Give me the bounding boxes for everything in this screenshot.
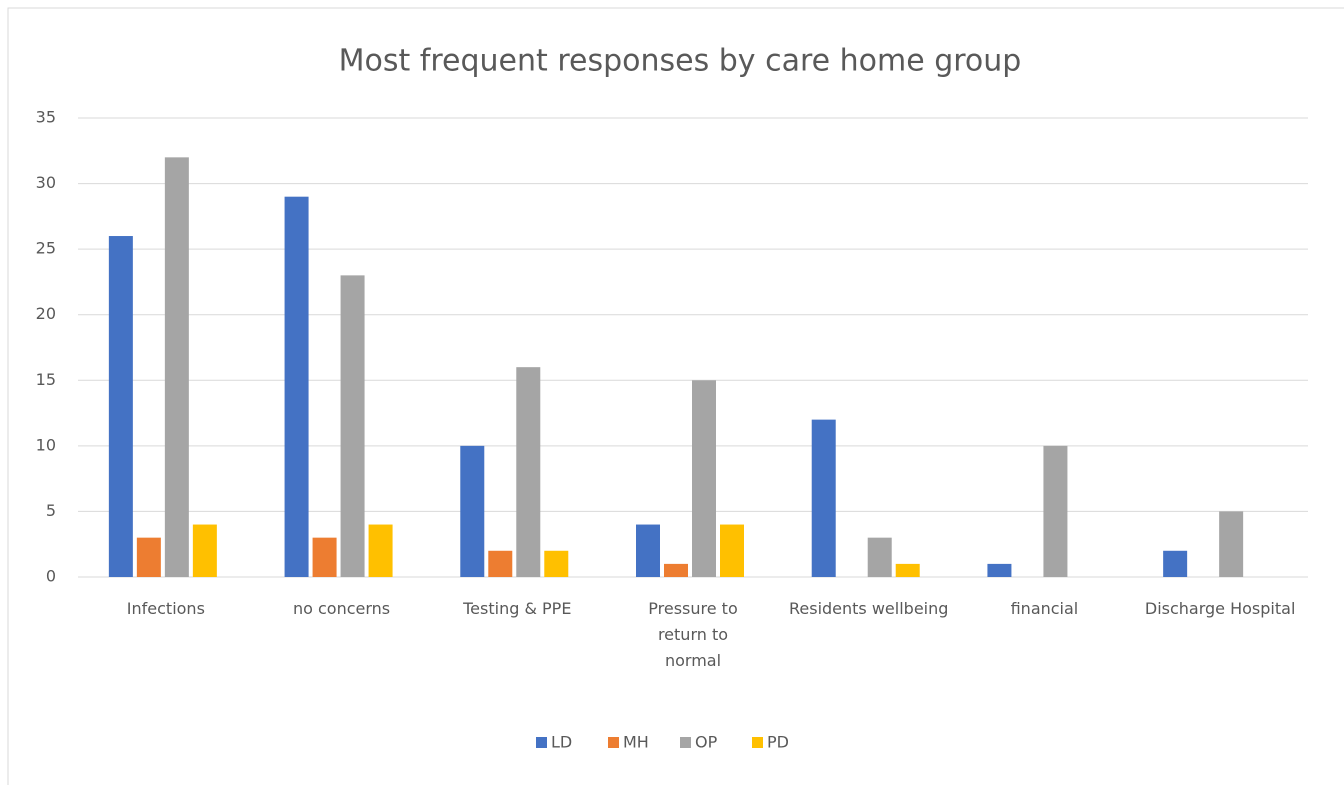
- x-tick-label: no concerns: [292, 599, 391, 618]
- bar: [664, 563, 688, 577]
- bar: [1219, 511, 1244, 577]
- legend-swatch: [752, 737, 763, 748]
- y-tick-label: 0: [46, 567, 56, 586]
- y-tick-label: 35: [36, 108, 56, 127]
- bar: [164, 157, 189, 578]
- y-tick-label: 5: [46, 501, 56, 520]
- x-tick-wrap: no concerns: [292, 599, 391, 618]
- legend-swatch: [608, 737, 619, 748]
- bar: [460, 445, 485, 577]
- x-tick-label: financial: [1010, 599, 1079, 618]
- y-tick-label: 30: [36, 173, 56, 192]
- y-tick-label: 10: [36, 435, 56, 454]
- y-tick-label: 20: [36, 304, 56, 323]
- x-tick-label: Discharge Hospital: [1144, 599, 1296, 618]
- x-tick-wrap: Infections: [126, 599, 205, 618]
- bar: [312, 537, 337, 577]
- x-tick-wrap: Testing & PPE: [463, 599, 572, 618]
- legend-label: OP: [695, 733, 718, 752]
- x-tick-label: Infections: [126, 599, 205, 618]
- bar: [1163, 550, 1188, 577]
- bar: [368, 524, 393, 577]
- x-tick-label: Testing & PPE: [463, 599, 572, 618]
- bar: [488, 550, 513, 577]
- x-tick-wrap: financial: [1010, 599, 1079, 618]
- bar: [636, 524, 660, 577]
- bar: [692, 380, 716, 577]
- x-tick-wrap: Pressure to return to normal: [648, 599, 738, 670]
- bar: [720, 524, 744, 577]
- bar: [544, 550, 569, 577]
- bar: [895, 563, 920, 577]
- bar: [811, 419, 836, 577]
- legend-swatch: [680, 737, 691, 748]
- legend-swatch: [536, 737, 547, 748]
- chart-border: [7, 7, 1344, 785]
- x-tick-wrap: Residents wellbeing: [788, 599, 949, 618]
- chart-title: Most frequent responses by care home gro…: [339, 44, 1022, 79]
- x-tick-label: Pressure to return to normal: [648, 599, 738, 670]
- bar: [987, 563, 1012, 577]
- x-tick-label: Residents wellbeing: [788, 599, 949, 618]
- bar: [284, 196, 309, 577]
- bar: [1043, 445, 1068, 577]
- y-tick-label: 25: [36, 239, 56, 258]
- legend-label: MH: [623, 733, 649, 752]
- bar: [192, 524, 217, 577]
- bar: [340, 275, 365, 577]
- legend-label: LD: [551, 733, 572, 752]
- bar: [108, 236, 133, 577]
- legend-label: PD: [767, 733, 789, 752]
- bar: [516, 367, 541, 577]
- bar: [136, 537, 161, 577]
- x-tick-wrap: Discharge Hospital: [1144, 599, 1296, 618]
- bar: [867, 537, 892, 577]
- y-tick-label: 15: [36, 370, 56, 389]
